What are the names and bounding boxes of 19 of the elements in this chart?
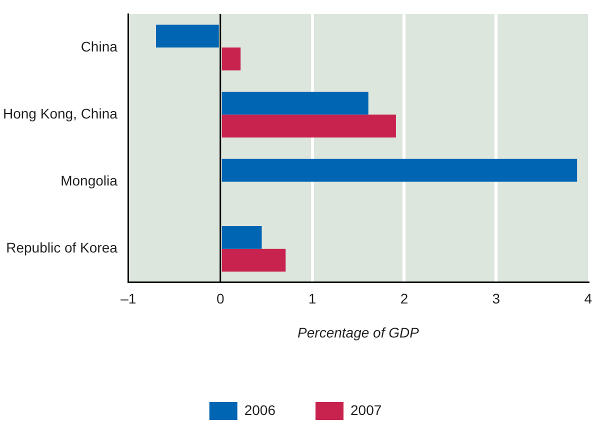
x-tick-label: 1 [308, 290, 316, 307]
bar [222, 92, 368, 115]
bar [222, 158, 578, 182]
bar [222, 248, 286, 272]
legend-label: 2007 [350, 402, 382, 418]
bar [222, 226, 262, 249]
x-tick-label: 2 [400, 290, 408, 307]
x-tick-label: 0 [216, 290, 224, 307]
bar [222, 114, 396, 138]
y-tick-label: Hong Kong, China [2, 106, 118, 122]
bar [222, 48, 241, 70]
x-axis-title: Percentage of GDP [298, 324, 420, 340]
x-tick-label: –1 [120, 290, 136, 307]
x-tick-label: 4 [584, 290, 592, 307]
y-tick-label: Mongolia [60, 172, 118, 189]
x-tick-label: 3 [492, 290, 500, 307]
y-tick-label: Republic of Korea [6, 240, 118, 256]
y-tick-label: China [80, 38, 118, 54]
legend-label: 2006 [244, 402, 276, 418]
